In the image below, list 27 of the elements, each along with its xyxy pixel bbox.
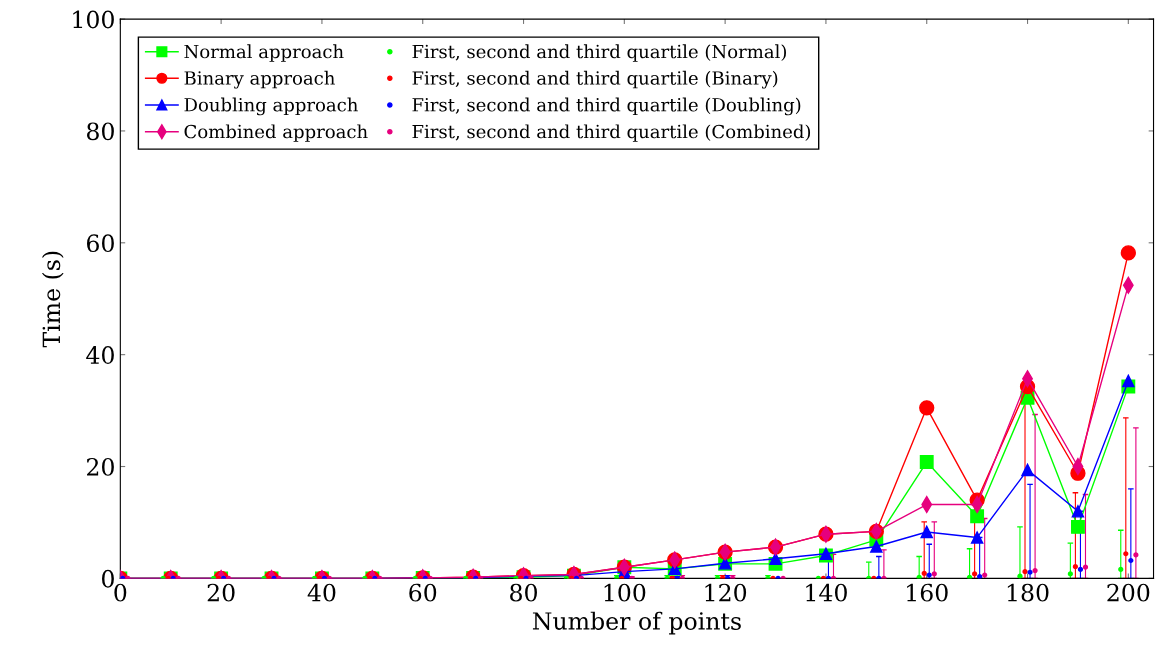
- legend-label: Binary approach: [184, 70, 335, 89]
- y-tick-label: 0: [102, 569, 114, 588]
- x-tick-label: 0: [114, 583, 127, 602]
- legend-label: Doubling approach: [184, 97, 358, 116]
- x-tick-label: 80: [510, 583, 537, 602]
- y-tick-label: 20: [87, 457, 114, 476]
- x-tick-label: 140: [806, 583, 847, 602]
- legend-label: Normal approach: [184, 44, 344, 62]
- y-tick-label: 100: [73, 10, 114, 29]
- x-tick-label: 200: [1107, 583, 1150, 602]
- x-tick-label: 40: [307, 583, 336, 602]
- x-axis-title: Number of points: [532, 611, 741, 635]
- x-tick-label: 120: [705, 583, 747, 602]
- legend-label: First, second and third quartile (Combined): [412, 124, 811, 142]
- y-tick-label: 40: [86, 346, 114, 364]
- y-tick-label: 60: [87, 234, 114, 253]
- y-tick-label: 80: [87, 122, 114, 141]
- legend-label: First, second and third quartile (Normal): [412, 44, 786, 62]
- legend-label: Combined approach: [184, 124, 368, 142]
- legend-label: First, second and third quartile (Doubling): [412, 97, 801, 116]
- x-tick-label: 180: [1007, 583, 1049, 602]
- legend-label: First, second and third quartile (Binary): [412, 70, 778, 89]
- x-tick-label: 160: [907, 583, 948, 602]
- y-axis-title: Time (s): [41, 251, 64, 348]
- x-tick-label: 60: [409, 583, 437, 602]
- x-tick-label: 100: [604, 583, 646, 602]
- x-tick-label: 20: [207, 583, 235, 602]
